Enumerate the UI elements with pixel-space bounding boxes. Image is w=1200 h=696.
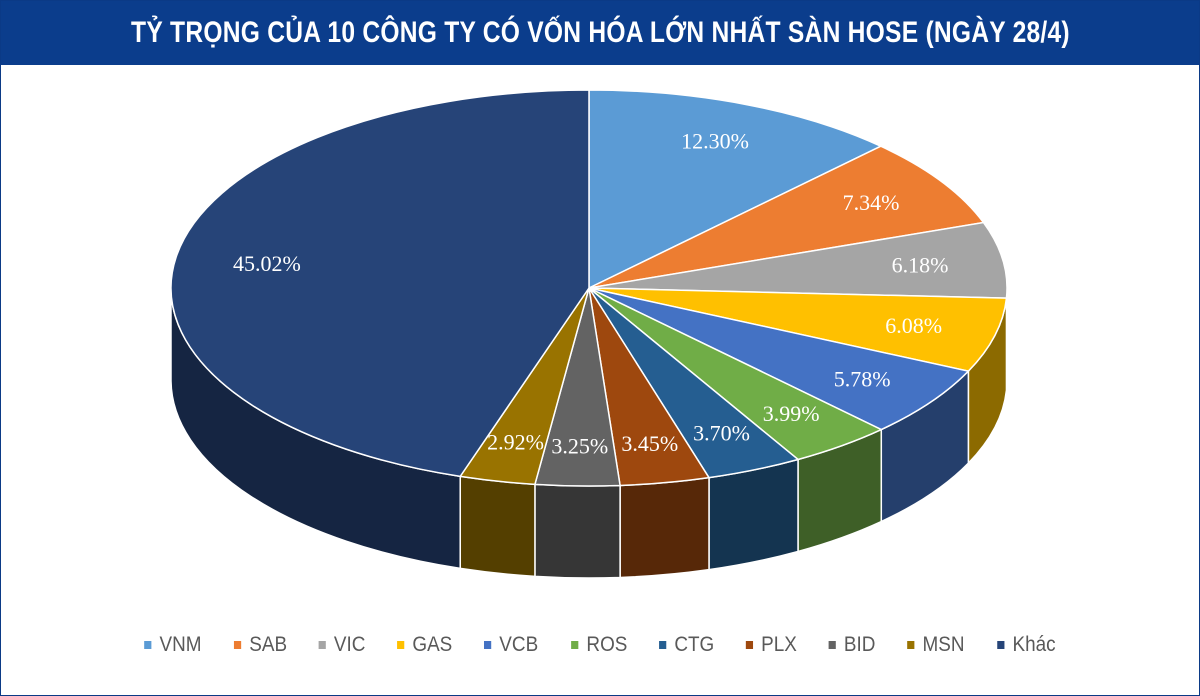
legend-item-khác: Khác: [997, 633, 1055, 657]
data-label-vcb: 5.78%: [834, 366, 891, 391]
legend-swatch: [907, 641, 915, 649]
legend: VNM SAB VIC GAS VCB ROS CTG PLX BID MSN Khác: [1, 633, 1199, 657]
legend-item-ros: ROS: [570, 633, 627, 657]
pie-slice-khác: [170, 89, 590, 478]
legend-item-sab: SAB: [233, 633, 288, 657]
legend-item-vcb: VCB: [484, 633, 539, 657]
legend-label: VNM: [159, 633, 202, 656]
legend-swatch: [828, 641, 836, 649]
chart-title: TỶ TRỌNG CỦA 10 CÔNG TY CÓ VỐN HÓA LỚN N…: [130, 16, 1070, 49]
pie-wall-msn: [459, 475, 536, 578]
legend-swatch: [746, 641, 754, 649]
data-label-vnm: 12.30%: [681, 128, 749, 153]
pie-wall-plx: [619, 476, 710, 579]
data-label-msn: 2.92%: [487, 430, 544, 455]
legend-item-msn: MSN: [907, 633, 965, 657]
data-label-ctg: 3.70%: [693, 420, 750, 445]
pie-wall-bid: [534, 483, 621, 579]
legend-label: ROS: [586, 633, 627, 656]
legend-item-plx: PLX: [746, 633, 797, 657]
legend-label: GAS: [412, 633, 453, 656]
legend-swatch: [997, 641, 1005, 649]
legend-label: MSN: [922, 633, 965, 656]
pie-chart: 12.30% 7.34% 6.18% 6.08% 5.78% 3.99% 3.70% 3.45…: [170, 89, 1008, 579]
pie-slice-gas: [588, 287, 1008, 372]
legend-item-gas: GAS: [397, 633, 452, 657]
legend-swatch: [144, 641, 152, 649]
pie-slice-vnm: [588, 89, 883, 290]
legend-swatch: [397, 641, 405, 649]
legend-swatch: [484, 641, 492, 649]
data-label-sab: 7.34%: [843, 190, 900, 215]
legend-label: BID: [844, 633, 876, 656]
data-label-bid: 3.25%: [551, 433, 608, 458]
legend-swatch: [233, 641, 242, 649]
title-bar: TỶ TRỌNG CỦA 10 CÔNG TY CÓ VỐN HÓA LỚN N…: [1, 1, 1199, 65]
data-label-ros: 3.99%: [763, 401, 820, 426]
legend-label: SAB: [249, 633, 288, 656]
legend-label: Khác: [1012, 633, 1056, 656]
legend-item-vnm: VNM: [144, 633, 202, 657]
legend-label: PLX: [761, 633, 798, 656]
legend-label: VIC: [333, 633, 366, 656]
legend-item-ctg: CTG: [659, 633, 714, 657]
legend-item-vic: VIC: [318, 633, 366, 657]
legend-swatch: [659, 641, 667, 649]
legend-item-bid: BID: [828, 633, 876, 657]
legend-swatch: [570, 641, 578, 649]
data-label-gas: 6.08%: [885, 313, 942, 338]
data-label-khác: 45.02%: [233, 251, 301, 276]
data-label-vic: 6.18%: [892, 252, 949, 277]
data-label-plx: 3.45%: [621, 431, 678, 456]
legend-swatch: [318, 641, 326, 649]
pie-slice-vic: [588, 221, 1008, 299]
legend-label: CTG: [674, 633, 715, 656]
pie-slice-sab: [588, 145, 985, 289]
legend-label: VCB: [499, 633, 539, 656]
pie-slice-vcb: [588, 287, 970, 431]
